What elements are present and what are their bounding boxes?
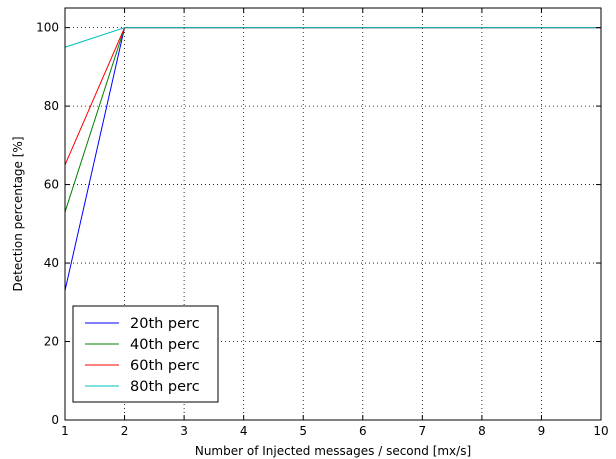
x-tick-label: 10 xyxy=(593,424,608,438)
y-tick-label: 80 xyxy=(44,99,59,113)
plot-area xyxy=(64,7,602,421)
legend-label: 40th perc xyxy=(130,337,200,353)
x-tick-label: 8 xyxy=(478,424,486,438)
axis-ticks xyxy=(64,8,602,421)
legend: 20th perc 40th perc 60th perc 80th perc xyxy=(72,305,219,403)
x-tick-label: 3 xyxy=(180,424,188,438)
x-tick-label: 5 xyxy=(299,424,307,438)
series-line-1 xyxy=(64,27,601,291)
y-tick-label: 0 xyxy=(51,413,59,427)
x-tick-label: 6 xyxy=(359,424,367,438)
legend-label: 20th perc xyxy=(130,316,200,332)
x-tick-label: 2 xyxy=(121,424,129,438)
x-tick-label: 1 xyxy=(61,424,69,438)
y-tick-label: 40 xyxy=(44,256,59,270)
legend-label: 60th perc xyxy=(130,358,200,374)
y-tick-label: 20 xyxy=(44,335,59,349)
y-tick-label: 100 xyxy=(36,21,59,35)
y-tick-label: 60 xyxy=(44,178,59,192)
x-axis-label: Number of Injected messages / second [mx… xyxy=(195,444,471,458)
series-line-3 xyxy=(64,27,601,166)
y-axis-label: Detection percentage [%] xyxy=(11,136,25,291)
series-line-4 xyxy=(64,27,601,48)
legend-label: 80th perc xyxy=(130,379,200,395)
series-lines xyxy=(64,27,601,291)
x-tick-label: 4 xyxy=(240,424,248,438)
x-tick-label: 9 xyxy=(538,424,546,438)
x-tick-label: 7 xyxy=(419,424,427,438)
